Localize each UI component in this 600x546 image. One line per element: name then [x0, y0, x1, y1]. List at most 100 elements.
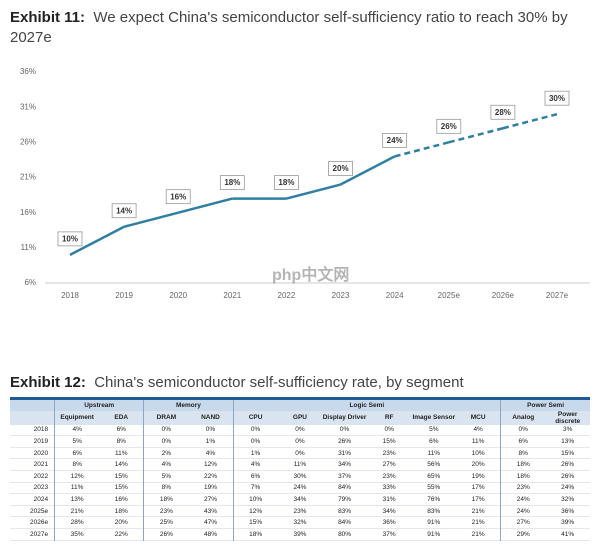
- value-cell: 6%: [500, 435, 546, 448]
- value-cell: 33%: [382, 484, 396, 492]
- header-cell: [10, 410, 55, 425]
- value-cell: 8%: [143, 482, 189, 494]
- group-header: Logic Semi: [232, 396, 501, 411]
- table: Upstream Memory Logic Semi Power Semi Equipm…: [10, 396, 590, 541]
- value-cell: 37%: [338, 472, 352, 480]
- value-cell: 23%: [382, 472, 396, 480]
- y-tick-label: 6%: [24, 278, 36, 287]
- value-cell: 91%: [427, 519, 441, 527]
- value-cell: 23%: [382, 449, 396, 457]
- value-cell: 36%: [382, 519, 396, 527]
- column-header: Power discrete: [545, 410, 590, 425]
- value-cell: 21%: [54, 505, 100, 517]
- value-cell: 26%: [561, 461, 575, 469]
- value-cell: 39%: [293, 530, 307, 538]
- value-cell: 15%: [382, 437, 396, 445]
- x-tick-label: 2022: [278, 291, 296, 300]
- x-tick-label: 2026e: [492, 291, 515, 300]
- value-cell: 10%: [471, 449, 485, 457]
- value-cell: 0%: [295, 437, 305, 445]
- line-segment: [69, 225, 125, 256]
- year-cell: 2021: [33, 461, 49, 469]
- value-cell: 47%: [203, 519, 217, 527]
- column-header: NAND: [188, 410, 234, 425]
- value-cell: 76%: [427, 495, 441, 503]
- data-label: 14%: [111, 203, 137, 219]
- value-cell: 12%: [203, 461, 217, 469]
- table-row: 2021 8% 14% 4% 12% 4% 11% 34% 27% 56% 20% 18% 26%: [10, 458, 590, 471]
- value-cell: 0%: [232, 435, 278, 448]
- value-label: 26%: [441, 122, 457, 131]
- value-cell: 4%: [232, 458, 278, 471]
- value-cell: 5%: [54, 435, 100, 448]
- value-cell: 0%: [205, 426, 216, 434]
- column-header: EDA: [99, 410, 144, 425]
- label-box: [436, 118, 462, 134]
- value-cell: 65%: [427, 472, 441, 480]
- value-cell: 21%: [471, 507, 485, 515]
- label-box: [57, 231, 83, 247]
- title-text: China's semiconductor self-sufficiency r…: [94, 374, 464, 391]
- value-cell: 18%: [500, 470, 546, 483]
- column-header: Display Driver: [322, 410, 367, 425]
- value-cell: 24%: [561, 484, 575, 492]
- y-tick-label: 31%: [20, 102, 36, 111]
- value-cell: 83%: [427, 507, 441, 515]
- value-label: 10%: [62, 234, 78, 243]
- group-header: Upstream: [54, 396, 144, 411]
- column-header: GPU: [277, 410, 323, 425]
- data-label: 20%: [328, 161, 353, 176]
- data-label: 18%: [219, 175, 245, 191]
- x-tick-label: 2019: [115, 291, 133, 300]
- chart: 6% 11% 16% 21% 26% 31% 36% 2018 10% 2019 14% 2020 16…: [20, 67, 590, 300]
- table-row: 2018 4% 6% 0% 0% 0% 0% 0% 0% 5% 4% 0% 3%: [10, 424, 590, 436]
- value-cell: 30%: [293, 472, 307, 480]
- value-cell: 0%: [143, 435, 189, 448]
- table-row: 2019 5% 8% 0% 1% 0% 0% 26% 15% 6% 11% 6% 13%: [10, 435, 590, 448]
- value-cell: 34%: [293, 495, 307, 503]
- year-cell: 2027e: [30, 530, 49, 538]
- value-cell: 7%: [232, 482, 278, 494]
- y-tick-label: 26%: [20, 137, 36, 146]
- value-cell: 21%: [471, 519, 485, 527]
- value-cell: 11%: [471, 437, 485, 445]
- value-cell: 26%: [338, 437, 352, 445]
- value-cell: 43%: [203, 507, 217, 515]
- year-cell: 2024: [33, 495, 49, 503]
- y-tick-label: 21%: [20, 173, 36, 182]
- value-cell: 31%: [382, 495, 396, 503]
- value-cell: 55%: [427, 484, 441, 492]
- table-row: 2025e 21% 18% 23% 43% 12% 23% 83% 34% 83% 21% 24% 36…: [10, 505, 590, 517]
- value-cell: 27%: [203, 495, 217, 503]
- label-box: [111, 203, 137, 219]
- value-cell: 31%: [338, 449, 352, 457]
- value-label: 20%: [333, 164, 349, 173]
- label-box: [274, 175, 299, 191]
- value-cell: 26%: [561, 472, 575, 480]
- line-segment: [286, 183, 341, 200]
- value-cell: 11%: [293, 461, 307, 469]
- value-cell: 11%: [54, 482, 100, 494]
- value-cell: 41%: [561, 530, 575, 538]
- x-tick-label: 2027e: [546, 291, 569, 300]
- data-label: 10%: [57, 231, 83, 247]
- value-cell: 37%: [382, 530, 396, 538]
- data-label: 28%: [490, 104, 516, 120]
- value-cell: 22%: [114, 530, 128, 538]
- value-cell: 20%: [114, 519, 128, 527]
- value-cell: 28%: [54, 516, 100, 529]
- value-cell: 80%: [338, 530, 352, 538]
- value-cell: 15%: [114, 484, 128, 492]
- y-tick-label: 16%: [20, 208, 36, 217]
- x-tick-label: 2018: [61, 291, 79, 300]
- value-cell: 24%: [500, 505, 546, 517]
- label-box: [219, 175, 245, 191]
- value-label: 14%: [116, 206, 132, 215]
- value-cell: 20%: [471, 461, 485, 469]
- value-cell: 79%: [338, 495, 352, 503]
- value-cell: 5%: [143, 470, 189, 483]
- value-cell: 25%: [143, 516, 189, 529]
- label-box: [544, 90, 570, 106]
- value-cell: 48%: [203, 530, 217, 538]
